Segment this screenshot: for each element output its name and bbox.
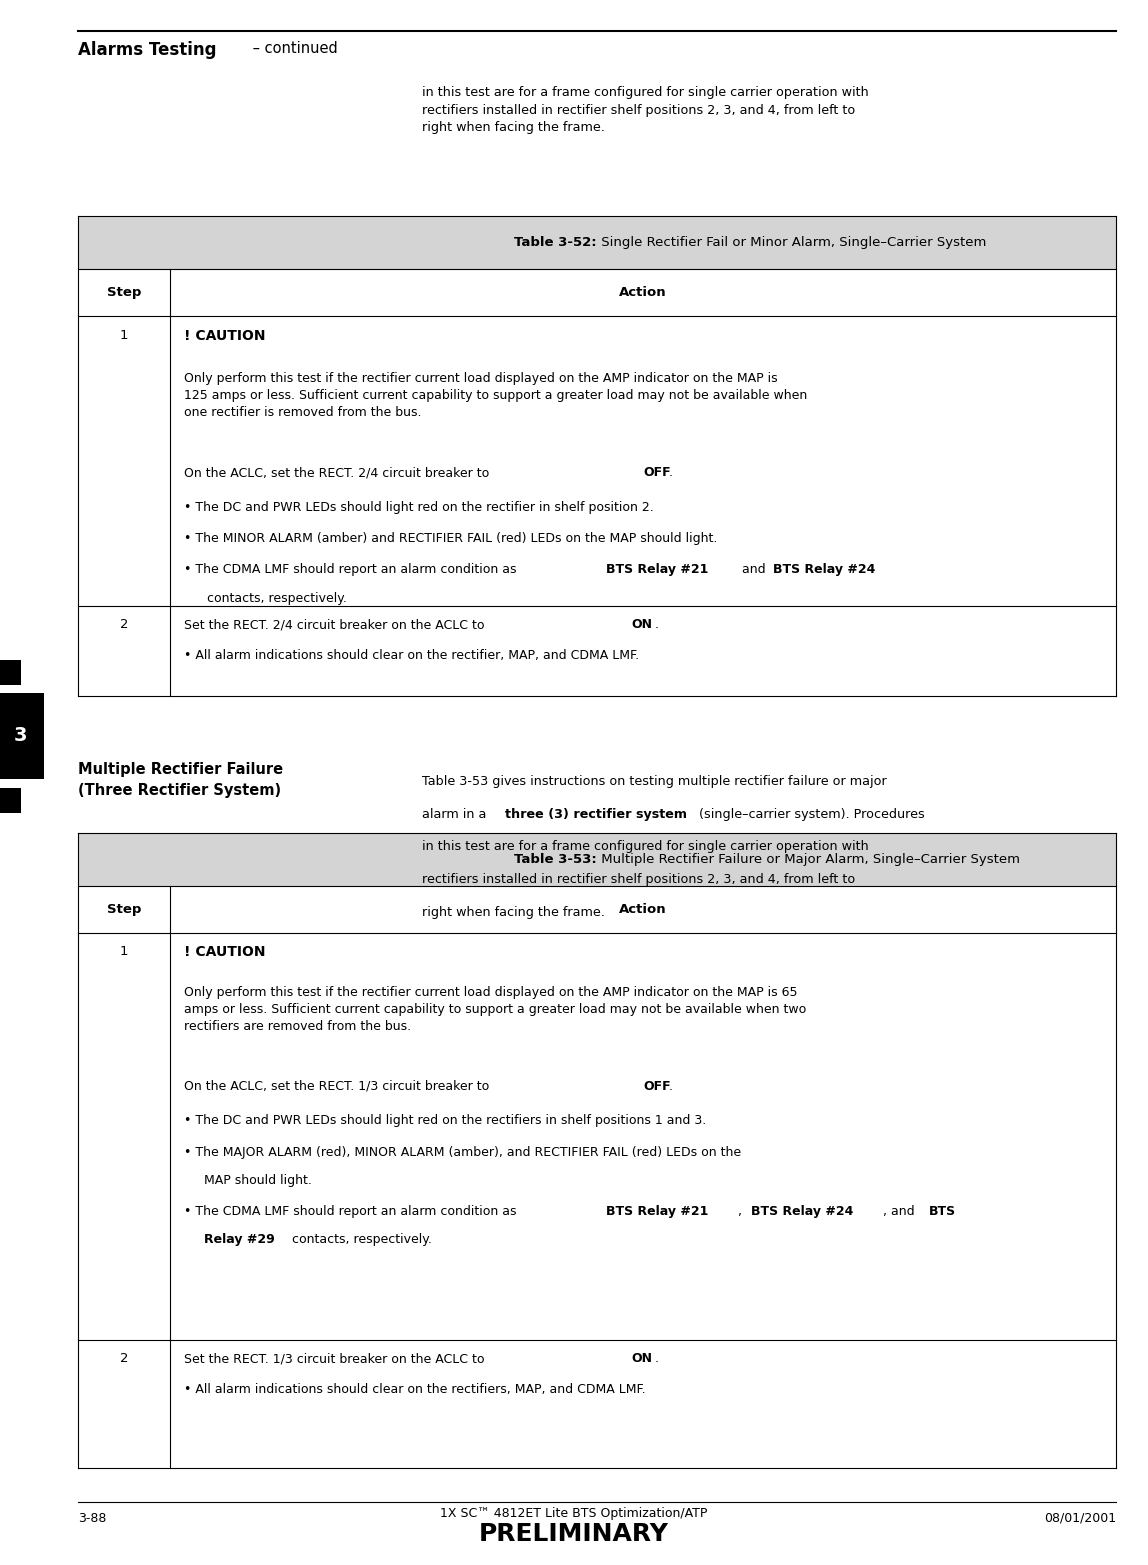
Text: 1: 1 bbox=[119, 945, 129, 958]
Text: Alarms Testing: Alarms Testing bbox=[78, 41, 217, 59]
Text: • All alarm indications should clear on the rectifier, MAP, and CDMA LMF.: • All alarm indications should clear on … bbox=[184, 649, 638, 662]
Text: Table 3-53:: Table 3-53: bbox=[514, 853, 597, 865]
Text: 1: 1 bbox=[119, 329, 129, 341]
Text: and: and bbox=[738, 563, 770, 576]
Text: • The DC and PWR LEDs should light red on the rectifier in shelf position 2.: • The DC and PWR LEDs should light red o… bbox=[184, 501, 653, 513]
Text: Action: Action bbox=[619, 286, 667, 299]
Text: • The DC and PWR LEDs should light red on the rectifiers in shelf positions 1 an: • The DC and PWR LEDs should light red o… bbox=[184, 1114, 706, 1127]
Text: right when facing the frame.: right when facing the frame. bbox=[422, 906, 605, 919]
Text: in this test are for a frame configured for single carrier operation with: in this test are for a frame configured … bbox=[422, 840, 869, 853]
Text: OFF: OFF bbox=[643, 1080, 670, 1092]
Text: ! CAUTION: ! CAUTION bbox=[184, 945, 265, 959]
Text: 08/01/2001: 08/01/2001 bbox=[1044, 1512, 1116, 1524]
Text: On the ACLC, set the RECT. 1/3 circuit breaker to: On the ACLC, set the RECT. 1/3 circuit b… bbox=[184, 1080, 497, 1092]
Text: rectifiers installed in rectifier shelf positions 2, 3, and 4, from left to: rectifiers installed in rectifier shelf … bbox=[422, 873, 855, 886]
Bar bbox=[0, 660, 21, 685]
Text: BTS: BTS bbox=[929, 1205, 956, 1218]
Bar bbox=[0, 692, 44, 778]
Text: contacts, respectively.: contacts, respectively. bbox=[288, 1233, 432, 1246]
Text: • The MINOR ALARM (amber) and RECTIFIER FAIL (red) LEDs on the MAP should light.: • The MINOR ALARM (amber) and RECTIFIER … bbox=[184, 532, 718, 545]
Bar bbox=[78, 833, 1116, 886]
Text: Table 3-52:: Table 3-52: bbox=[514, 236, 597, 249]
Text: BTS Relay #24: BTS Relay #24 bbox=[773, 563, 875, 576]
Text: – continued: – continued bbox=[248, 41, 338, 56]
Text: On the ACLC, set the RECT. 2/4 circuit breaker to: On the ACLC, set the RECT. 2/4 circuit b… bbox=[184, 466, 497, 479]
Text: OFF: OFF bbox=[643, 466, 670, 479]
Text: Set the RECT. 1/3 circuit breaker on the ACLC to: Set the RECT. 1/3 circuit breaker on the… bbox=[184, 1352, 492, 1365]
Text: • All alarm indications should clear on the rectifiers, MAP, and CDMA LMF.: • All alarm indications should clear on … bbox=[184, 1383, 645, 1396]
Text: Single Rectifier Fail or Minor Alarm, Single–Carrier System: Single Rectifier Fail or Minor Alarm, Si… bbox=[597, 236, 986, 249]
Text: BTS Relay #21: BTS Relay #21 bbox=[606, 1205, 708, 1218]
Text: Multiple Rectifier Failure or Major Alarm, Single–Carrier System: Multiple Rectifier Failure or Major Alar… bbox=[597, 853, 1019, 865]
Text: Only perform this test if the rectifier current load displayed on the AMP indica: Only perform this test if the rectifier … bbox=[184, 372, 807, 419]
Text: • The CDMA LMF should report an alarm condition as: • The CDMA LMF should report an alarm co… bbox=[184, 1205, 520, 1218]
Text: 2: 2 bbox=[119, 1352, 129, 1365]
Text: Step: Step bbox=[107, 286, 141, 299]
Text: Table 3-53 gives instructions on testing multiple rectifier failure or major: Table 3-53 gives instructions on testing… bbox=[422, 775, 887, 787]
Text: three (3) rectifier system: three (3) rectifier system bbox=[505, 808, 688, 820]
Text: in this test are for a frame configured for single carrier operation with
rectif: in this test are for a frame configured … bbox=[422, 86, 869, 135]
Text: 1X SC™ 4812ET Lite BTS Optimization/ATP: 1X SC™ 4812ET Lite BTS Optimization/ATP bbox=[441, 1507, 707, 1520]
Text: Action: Action bbox=[619, 903, 667, 916]
Text: 3: 3 bbox=[14, 726, 28, 745]
Text: Step: Step bbox=[107, 903, 141, 916]
Text: ON: ON bbox=[631, 1352, 652, 1365]
Text: , and: , and bbox=[883, 1205, 918, 1218]
Text: (single–carrier system). Procedures: (single–carrier system). Procedures bbox=[695, 808, 924, 820]
Bar bbox=[0, 787, 21, 814]
Text: Only perform this test if the rectifier current load displayed on the AMP indica: Only perform this test if the rectifier … bbox=[184, 986, 806, 1033]
Text: BTS Relay #24: BTS Relay #24 bbox=[751, 1205, 853, 1218]
Text: PRELIMINARY: PRELIMINARY bbox=[479, 1521, 669, 1546]
Text: • The CDMA LMF should report an alarm condition as: • The CDMA LMF should report an alarm co… bbox=[184, 563, 520, 576]
Text: .: . bbox=[654, 1352, 658, 1365]
Text: alarm in a: alarm in a bbox=[422, 808, 491, 820]
Text: Set the RECT. 2/4 circuit breaker on the ACLC to: Set the RECT. 2/4 circuit breaker on the… bbox=[184, 618, 492, 631]
Text: .: . bbox=[668, 1080, 672, 1092]
Text: ,: , bbox=[738, 1205, 746, 1218]
Text: contacts, respectively.: contacts, respectively. bbox=[207, 592, 347, 604]
Text: BTS Relay #21: BTS Relay #21 bbox=[606, 563, 708, 576]
Text: Multiple Rectifier Failure
(Three Rectifier System): Multiple Rectifier Failure (Three Rectif… bbox=[78, 762, 284, 798]
Text: • The MAJOR ALARM (red), MINOR ALARM (amber), and RECTIFIER FAIL (red) LEDs on t: • The MAJOR ALARM (red), MINOR ALARM (am… bbox=[184, 1146, 740, 1158]
Text: .: . bbox=[668, 466, 672, 479]
Bar bbox=[78, 216, 1116, 269]
Text: 2: 2 bbox=[119, 618, 129, 631]
Text: Relay #29: Relay #29 bbox=[204, 1233, 276, 1246]
Text: 3-88: 3-88 bbox=[78, 1512, 107, 1524]
Text: MAP should light.: MAP should light. bbox=[204, 1174, 312, 1186]
Text: ! CAUTION: ! CAUTION bbox=[184, 329, 265, 343]
Text: ON: ON bbox=[631, 618, 652, 631]
Text: .: . bbox=[654, 618, 658, 631]
